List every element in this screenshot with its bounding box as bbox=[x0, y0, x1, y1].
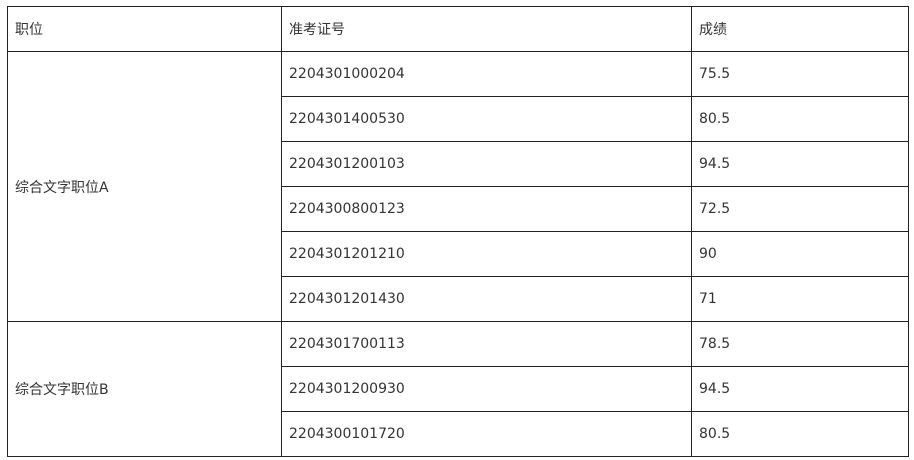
score-cell: 80.5 bbox=[691, 411, 909, 457]
table-row: 综合文字职位B 2204301700113 78.5 bbox=[7, 321, 909, 457]
score-cell: 80.5 bbox=[691, 96, 909, 142]
table-row: 2204301400530 80.5 bbox=[8, 96, 909, 142]
exam-id-cell: 2204301201430 bbox=[281, 276, 692, 322]
header-exam-id: 准考证号 bbox=[281, 6, 692, 52]
table-row: 2204301200103 94.5 bbox=[8, 141, 909, 187]
exam-id-cell: 2204301200930 bbox=[281, 366, 692, 412]
score-cell: 72.5 bbox=[691, 186, 909, 232]
exam-id-cell: 2204301400530 bbox=[281, 96, 692, 142]
header-position: 职位 bbox=[7, 6, 282, 52]
table-row: 2204301201210 90 bbox=[8, 231, 909, 277]
table-row: 2204300101720 80.5 bbox=[8, 411, 909, 457]
table-row: 2204301200930 94.5 bbox=[8, 366, 909, 412]
score-cell: 75.5 bbox=[691, 51, 909, 97]
header-row: 职位 准考证号 成绩 bbox=[7, 6, 909, 52]
score-cell: 94.5 bbox=[691, 141, 909, 187]
position-cell: 综合文字职位A bbox=[7, 51, 282, 322]
header-score: 成绩 bbox=[691, 6, 909, 52]
table-row: 2204301201430 71 bbox=[8, 276, 909, 322]
exam-id-cell: 2204301000204 bbox=[281, 51, 692, 97]
exam-id-cell: 2204301201210 bbox=[281, 231, 692, 277]
score-cell: 94.5 bbox=[691, 366, 909, 412]
position-cell: 综合文字职位B bbox=[7, 321, 282, 457]
score-cell: 78.5 bbox=[691, 321, 909, 367]
table-row: 2204300800123 72.5 bbox=[8, 186, 909, 232]
score-cell: 90 bbox=[691, 231, 909, 277]
exam-id-cell: 2204300101720 bbox=[281, 411, 692, 457]
score-cell: 71 bbox=[691, 276, 909, 322]
exam-id-cell: 2204300800123 bbox=[281, 186, 692, 232]
table-row: 综合文字职位A 2204301000204 75.5 bbox=[7, 51, 909, 322]
score-table: 职位 准考证号 成绩 综合文字职位A 2204301000204 75.5 22043… bbox=[7, 6, 909, 457]
exam-id-cell: 2204301200103 bbox=[281, 141, 692, 187]
exam-id-cell: 2204301700113 bbox=[281, 321, 692, 367]
